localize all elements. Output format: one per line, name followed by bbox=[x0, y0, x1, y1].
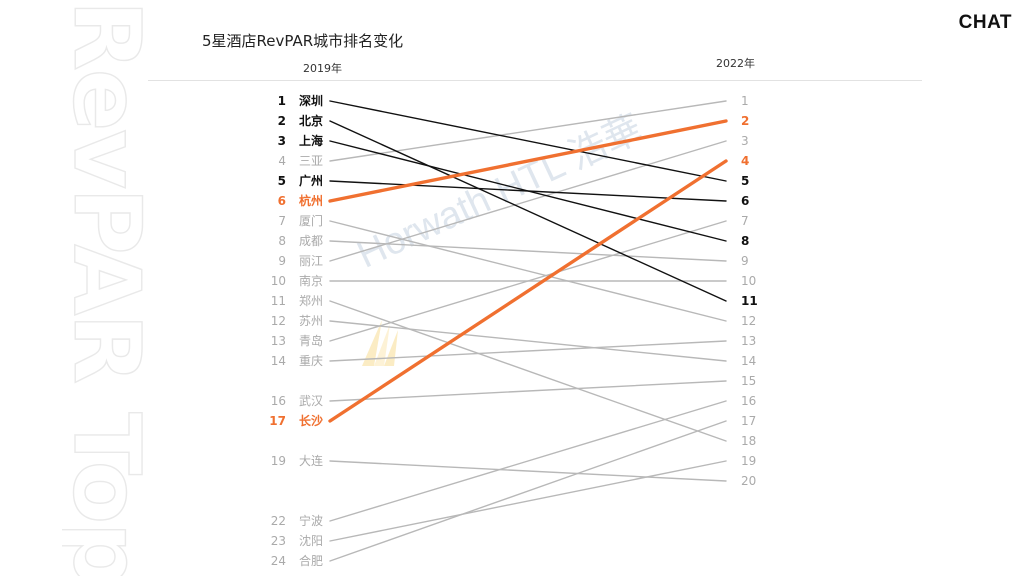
left-city-label: 青岛 bbox=[299, 333, 323, 348]
right-rank-label: 11 bbox=[741, 294, 758, 308]
left-city-label: 苏州 bbox=[299, 314, 323, 328]
brand-logo: CHAT bbox=[958, 12, 1012, 33]
left-rank-label: 7 bbox=[278, 214, 286, 228]
right-rank-label: 9 bbox=[741, 254, 749, 268]
left-rank-label: 8 bbox=[278, 234, 286, 248]
left-city-label: 三亚 bbox=[299, 154, 323, 168]
right-rank-label: 5 bbox=[741, 174, 749, 188]
left-city-label: 合肥 bbox=[299, 553, 323, 568]
slope-line-22 bbox=[329, 400, 727, 522]
slope-line-2 bbox=[329, 120, 727, 302]
slope-line-11 bbox=[329, 300, 727, 442]
left-city-label: 厦门 bbox=[299, 213, 323, 228]
left-city-label: 广州 bbox=[299, 173, 323, 188]
slope-line-7 bbox=[329, 220, 727, 322]
left-rank-label: 13 bbox=[271, 334, 286, 348]
left-rank-label: 11 bbox=[271, 294, 286, 308]
left-city-label: 南京 bbox=[299, 273, 323, 288]
chart-title: 5星酒店RevPAR城市排名变化 bbox=[202, 32, 404, 50]
header-divider bbox=[148, 80, 922, 81]
right-rank-label: 8 bbox=[741, 234, 749, 248]
left-city-label: 沈阳 bbox=[299, 533, 323, 548]
left-rank-label: 1 bbox=[278, 94, 286, 108]
right-rank-label: 13 bbox=[741, 334, 756, 348]
right-rank-label: 16 bbox=[741, 394, 756, 408]
slope-line-16 bbox=[329, 380, 727, 402]
side-watermark-text: RevPAR Top20 bbox=[62, 0, 152, 576]
slope-line-4 bbox=[329, 100, 727, 162]
left-city-label: 大连 bbox=[299, 453, 323, 468]
left-city-label: 武汉 bbox=[299, 394, 323, 408]
left-city-label: 成都 bbox=[299, 234, 323, 248]
left-rank-label: 14 bbox=[271, 354, 286, 368]
slope-line-17 bbox=[328, 159, 728, 423]
right-rank-label: 1 bbox=[741, 94, 749, 108]
left-rank-label: 17 bbox=[269, 414, 286, 428]
left-city-label: 长沙 bbox=[299, 413, 323, 428]
left-city-label: 上海 bbox=[299, 133, 323, 148]
left-rank-label: 2 bbox=[278, 114, 286, 128]
right-rank-label: 12 bbox=[741, 314, 756, 328]
left-rank-label: 19 bbox=[271, 454, 286, 468]
slope-line-13 bbox=[329, 220, 727, 342]
left-city-label: 重庆 bbox=[299, 354, 323, 368]
right-rank-label: 19 bbox=[741, 454, 756, 468]
left-rank-label: 10 bbox=[271, 274, 286, 288]
slope-line-24 bbox=[329, 420, 727, 562]
left-year-label: 2019年 bbox=[303, 62, 342, 75]
left-city-label: 北京 bbox=[299, 113, 323, 128]
right-rank-label: 2 bbox=[741, 114, 749, 128]
left-rank-label: 22 bbox=[271, 514, 286, 528]
left-rank-label: 24 bbox=[271, 554, 286, 568]
left-city-label: 深圳 bbox=[299, 93, 323, 108]
slope-line-6 bbox=[328, 119, 728, 203]
right-rank-label: 4 bbox=[741, 154, 749, 168]
right-rank-label: 6 bbox=[741, 194, 749, 208]
right-rank-label: 10 bbox=[741, 274, 756, 288]
left-rank-label: 16 bbox=[271, 394, 286, 408]
slope-line-14 bbox=[329, 340, 727, 362]
slope-line-5 bbox=[329, 180, 727, 202]
right-rank-label: 15 bbox=[741, 374, 756, 388]
slope-line-19 bbox=[329, 460, 727, 482]
slope-line-9 bbox=[329, 140, 727, 262]
right-rank-label: 20 bbox=[741, 474, 756, 488]
right-rank-label: 17 bbox=[741, 414, 756, 428]
left-rank-label: 4 bbox=[278, 154, 286, 168]
right-rank-label: 18 bbox=[741, 434, 756, 448]
right-year-label: 2022年 bbox=[716, 57, 755, 70]
left-rank-label: 3 bbox=[278, 134, 286, 148]
left-rank-label: 12 bbox=[271, 314, 286, 328]
left-city-label: 宁波 bbox=[299, 513, 323, 528]
left-city-label: 丽江 bbox=[299, 254, 323, 268]
right-rank-label: 14 bbox=[741, 354, 756, 368]
right-rank-label: 7 bbox=[741, 214, 749, 228]
slope-line-8 bbox=[329, 240, 727, 262]
slope-line-23 bbox=[329, 460, 727, 542]
left-rank-label: 5 bbox=[278, 174, 286, 188]
left-rank-label: 9 bbox=[278, 254, 286, 268]
left-rank-label: 23 bbox=[271, 534, 286, 548]
horwath-logo-icon bbox=[362, 320, 398, 366]
left-rank-label: 6 bbox=[278, 194, 286, 208]
slope-line-1 bbox=[329, 100, 727, 182]
left-city-label: 郑州 bbox=[299, 293, 323, 308]
slope-line-12 bbox=[329, 320, 727, 362]
left-city-label: 杭州 bbox=[299, 193, 323, 208]
right-rank-label: 3 bbox=[741, 134, 749, 148]
